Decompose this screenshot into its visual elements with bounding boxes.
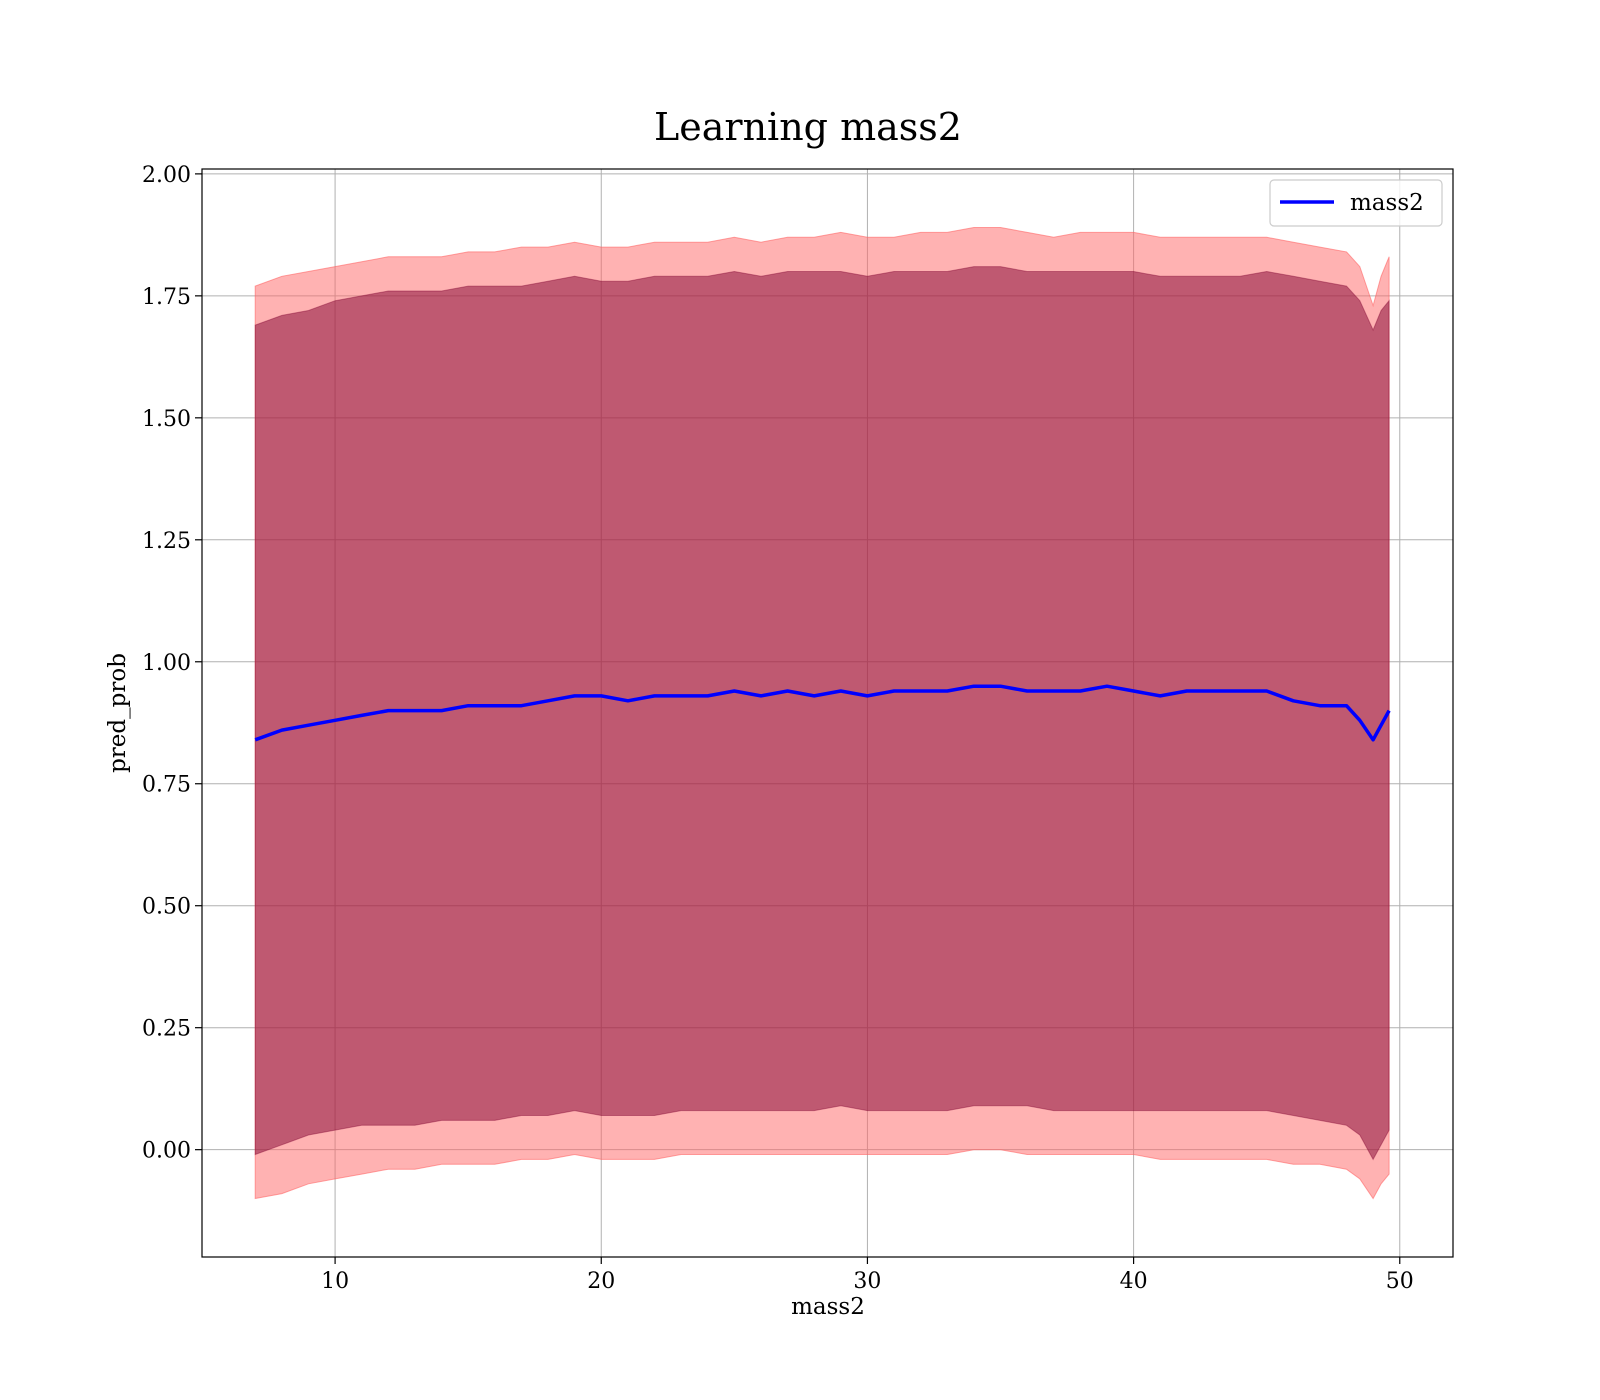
plot-frame — [201, 168, 1454, 1258]
x-tick-label: 20 — [587, 1269, 615, 1294]
y-tick-label: 0.00 — [142, 1139, 191, 1164]
x-tick-label: 30 — [853, 1269, 881, 1294]
series-line-mass2 — [254, 684, 1391, 742]
y-tick-label: 1.00 — [142, 651, 191, 676]
ticks: 10 20 30 40 50 0.00 0.25 0.50 0.75 1.00 1.25 1.50 1.… — [142, 163, 1414, 1294]
y-tick-label: 0.25 — [142, 1017, 191, 1042]
legend-box — [1269, 179, 1443, 227]
y-tick-label: 1.50 — [142, 407, 191, 432]
series-lines — [254, 684, 1391, 742]
y-tick-label: 2.00 — [142, 163, 191, 188]
chart-title: Learning mass2 — [654, 105, 962, 149]
inner-band — [254, 266, 1390, 1161]
y-tick-label: 1.25 — [142, 529, 191, 554]
y-axis-label: pred_prob — [105, 653, 131, 773]
x-axis-label: mass2 — [791, 1294, 865, 1320]
y-tick-label: 1.75 — [142, 285, 191, 310]
y-tick-label: 0.50 — [142, 895, 191, 920]
x-tick-label: 10 — [321, 1269, 349, 1294]
legend-label: mass2 — [1350, 190, 1424, 216]
bands — [254, 227, 1390, 1200]
y-tick-label: 0.75 — [142, 773, 191, 798]
x-tick-label: 50 — [1386, 1269, 1414, 1294]
x-tick-label: 40 — [1120, 1269, 1148, 1294]
legend: mass2 — [1269, 179, 1443, 227]
